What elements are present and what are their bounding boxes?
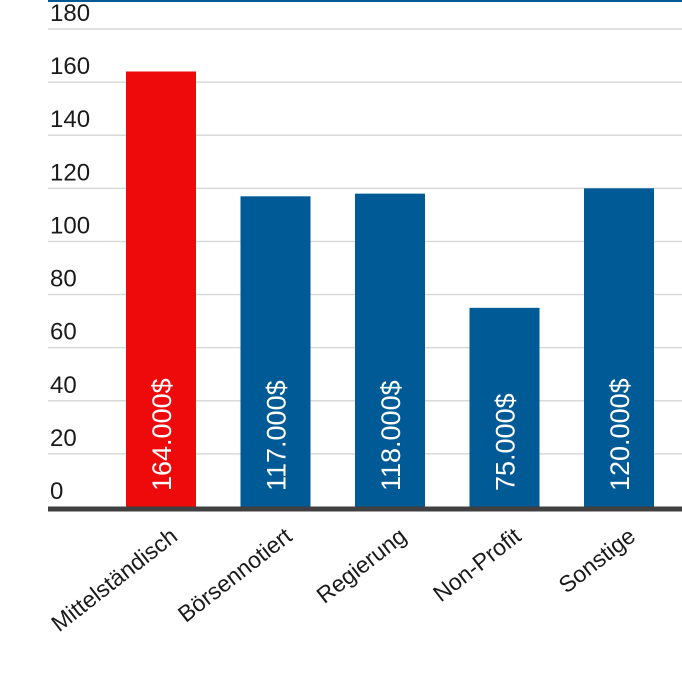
value-label-1: 117.000$ bbox=[262, 380, 292, 491]
bar-2 bbox=[355, 193, 425, 507]
bar-3 bbox=[469, 307, 540, 507]
category-label-1: Börsennotiert bbox=[173, 522, 297, 627]
y-tick-label-60: 60 bbox=[50, 319, 77, 346]
value-label-0: 164.000$ bbox=[147, 378, 177, 491]
y-tick-label-20: 20 bbox=[50, 425, 77, 452]
y-tick-label-100: 100 bbox=[50, 212, 90, 239]
y-tick-label-80: 80 bbox=[50, 266, 77, 293]
y-tick-label-180: 180 bbox=[50, 0, 90, 27]
bar-1 bbox=[240, 196, 311, 508]
category-label-4: Sonstige bbox=[554, 522, 641, 598]
y-tick-label-0: 0 bbox=[50, 478, 63, 505]
y-tick-label-140: 140 bbox=[50, 106, 90, 133]
category-label-0: Mittelständisch bbox=[46, 522, 182, 636]
y-tick-label-120: 120 bbox=[50, 159, 90, 186]
value-label-2: 118.000$ bbox=[376, 380, 406, 491]
category-label-2: Regierung bbox=[311, 522, 411, 608]
bar-4 bbox=[584, 188, 654, 508]
y-tick-label-160: 160 bbox=[50, 53, 90, 80]
bar-0 bbox=[126, 71, 196, 507]
y-axis-tick-labels: 0 20 40 60 80 100 120 140 160 180 bbox=[50, 0, 90, 505]
value-label-4: 120.000$ bbox=[605, 378, 635, 491]
bar-value-labels: 164.000$ 117.000$ 118.000$ 75.000$ 120.000$ bbox=[147, 378, 635, 491]
y-tick-label-40: 40 bbox=[50, 372, 77, 399]
bars bbox=[126, 71, 654, 508]
category-label-3: Non-Profit bbox=[428, 522, 526, 607]
value-label-3: 75.000$ bbox=[491, 393, 521, 491]
